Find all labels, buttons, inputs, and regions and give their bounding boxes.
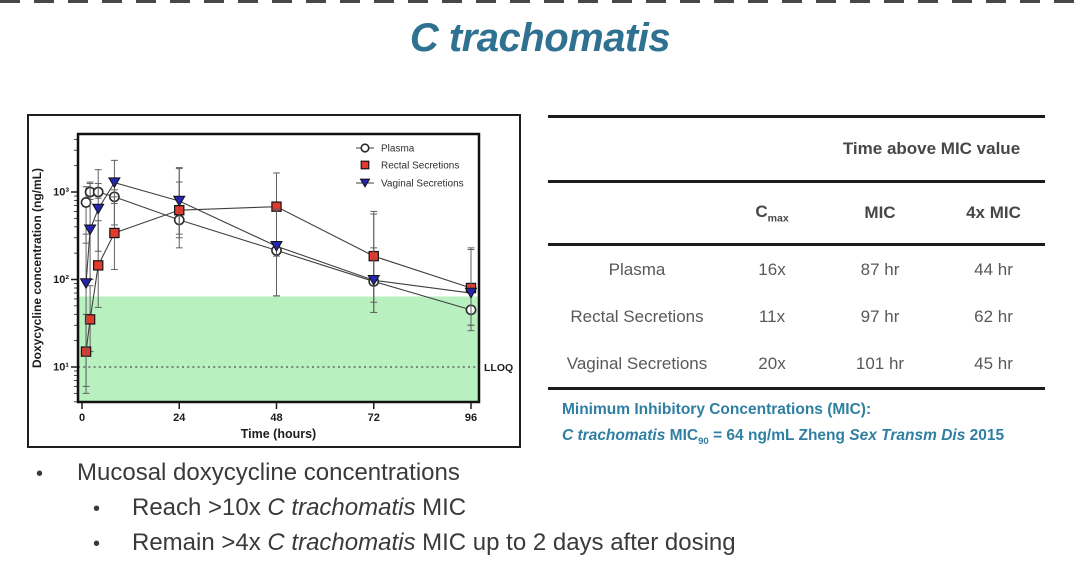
mic-shaded-region (78, 296, 479, 402)
mic-footnote: Minimum Inhibitory Concentrations (MIC):… (562, 397, 1004, 455)
svg-text:10¹: 10¹ (53, 362, 69, 374)
lloq-line: LLOQ (78, 362, 513, 374)
slide-title: C trachomatis (409, 16, 671, 60)
y-axis: 10³ 10² 10¹ Doxycycline concentration (ng/m… (30, 138, 78, 403)
mic-table: Time above MIC value Cmax MIC 4x MIC Pla… (548, 115, 1045, 390)
x-axis-label: Time (hours) (241, 427, 316, 441)
legend-label: Vaginal Secretions (381, 179, 464, 190)
4x-mic-value: 45 hr (974, 353, 1013, 373)
bullet-marker: • (93, 498, 101, 520)
bullet-item-sub2: • Remain >4x C trachomatis MIC up to 2 d… (93, 526, 736, 561)
bullet-text: Reach >10x C trachomatis MIC (132, 494, 467, 521)
plot-frame (76, 132, 481, 404)
bullet-text: Remain >4x C trachomatis MIC up to 2 day… (132, 529, 736, 556)
bullet-marker: • (36, 463, 44, 485)
svg-text:48: 48 (270, 412, 282, 424)
mic-value: 97 hr (860, 306, 900, 326)
svg-text:96: 96 (465, 412, 477, 424)
row-label: Vaginal Secretions (566, 353, 708, 373)
cmax-value: 20x (758, 353, 786, 373)
table-span-header-row: Time above MIC value (548, 118, 1045, 183)
col-header-4x-mic: 4x MIC (966, 203, 1021, 222)
series-vaginal-secretions (79, 159, 478, 394)
legend-label: Rectal Secretions (381, 161, 459, 172)
mic-value: 87 hr (860, 259, 900, 279)
col-header-mic: MIC (864, 203, 896, 222)
table-row-vaginal-secretions: Vaginal Secretions 20x 101 hr 45 hr (548, 340, 1045, 390)
bullet-item-sub1: • Reach >10x C trachomatis MIC (93, 491, 736, 526)
table-column-header-row: Cmax MIC 4x MIC (548, 183, 1045, 246)
bullet-marker: • (93, 533, 101, 555)
table-row-plasma: Plasma 16x 87 hr 44 hr (548, 246, 1045, 293)
concentration-figure: LLOQ 10³ 10² 10¹ Doxycycline concentration (… (27, 114, 521, 448)
bullet-item-main: • Mucosal doxycycline concentrations (36, 456, 736, 491)
svg-text:10³: 10³ (53, 187, 69, 199)
footnote-line2: C trachomatis MIC90 = 64 ng/mL Zheng Sex… (562, 427, 1005, 448)
svg-text:10²: 10² (53, 274, 69, 286)
top-dashed-divider (0, 0, 1080, 3)
row-label: Plasma (608, 259, 666, 279)
row-label: Rectal Secretions (570, 306, 704, 326)
table-span-header: Time above MIC value (842, 139, 1021, 158)
bullet-list: • Mucosal doxycycline concentrations • R… (0, 456, 736, 561)
lloq-label: LLOQ (484, 362, 513, 374)
legend-label: Plasma (381, 144, 415, 155)
svg-text:24: 24 (173, 412, 186, 424)
table-row-rectal-secretions: Rectal Secretions 11x 97 hr 62 hr (548, 293, 1045, 340)
mic-value: 101 hr (855, 353, 905, 373)
4x-mic-value: 62 hr (974, 306, 1013, 326)
bullet-text: Mucosal doxycycline concentrations (77, 459, 460, 486)
chart-legend: Plasma Rectal Secretions Vaginal Secretion… (356, 143, 464, 190)
doxycycline-concentration-chart: LLOQ 10³ 10² 10¹ Doxycycline concentration (… (30, 132, 513, 441)
svg-text:72: 72 (368, 412, 380, 424)
x-axis: 0 24 48 72 96 Time (hours) (79, 402, 477, 441)
footnote-line1: Minimum Inhibitory Concentrations (MIC): (562, 401, 872, 418)
y-axis-label: Doxycycline concentration (ng/mL) (30, 168, 44, 368)
cmax-value: 11x (758, 306, 786, 326)
4x-mic-value: 44 hr (974, 259, 1013, 279)
svg-text:0: 0 (79, 412, 85, 424)
cmax-value: 16x (758, 259, 786, 279)
col-header-cmax: Cmax (755, 201, 789, 225)
